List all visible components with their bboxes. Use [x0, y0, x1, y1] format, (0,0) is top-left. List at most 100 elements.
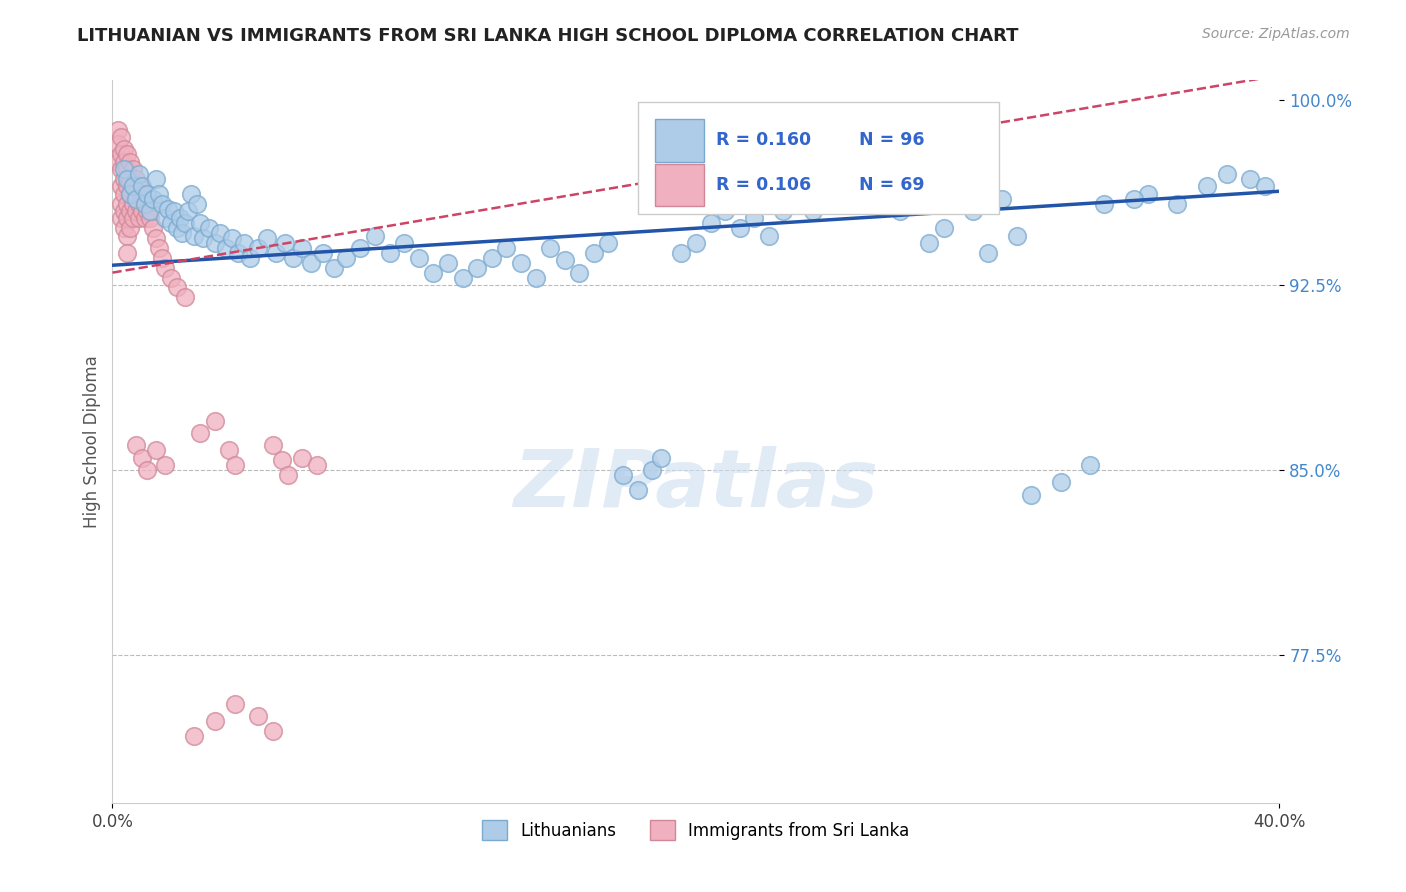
- Point: [110, 147, 132, 161]
- Point: [118, 221, 141, 235]
- Point: [110, 196, 132, 211]
- Point: [226, 246, 249, 260]
- Point: [204, 414, 226, 428]
- Point: [256, 231, 278, 245]
- Point: [524, 270, 547, 285]
- Point: [112, 204, 135, 219]
- Point: [150, 251, 173, 265]
- Point: [115, 179, 138, 194]
- Point: [150, 196, 173, 211]
- Point: [224, 458, 246, 472]
- Point: [264, 246, 287, 260]
- Point: [845, 192, 868, 206]
- Point: [509, 256, 531, 270]
- Point: [115, 228, 138, 243]
- Point: [299, 256, 322, 270]
- Point: [465, 260, 488, 275]
- Point: [136, 463, 159, 477]
- Point: [115, 196, 138, 211]
- Point: [118, 186, 141, 201]
- Point: [183, 729, 205, 743]
- Point: [224, 697, 246, 711]
- Point: [270, 453, 292, 467]
- Point: [128, 196, 150, 211]
- Point: [148, 241, 170, 255]
- Point: [742, 211, 765, 226]
- Point: [612, 467, 634, 482]
- Point: [107, 137, 129, 152]
- Point: [976, 246, 998, 260]
- Point: [394, 235, 416, 250]
- Point: [131, 450, 153, 465]
- Point: [118, 186, 141, 201]
- Y-axis label: High School Diploma: High School Diploma: [83, 355, 101, 528]
- Point: [650, 450, 672, 465]
- Point: [122, 162, 145, 177]
- Point: [918, 235, 941, 250]
- Point: [699, 216, 721, 230]
- Text: N = 69: N = 69: [859, 176, 925, 194]
- Point: [125, 438, 148, 452]
- Point: [163, 204, 186, 219]
- Point: [772, 204, 794, 219]
- Point: [153, 260, 176, 275]
- Point: [153, 211, 176, 226]
- Point: [889, 204, 911, 219]
- Point: [115, 162, 138, 177]
- Point: [495, 241, 517, 255]
- Point: [408, 251, 430, 265]
- Text: N = 96: N = 96: [859, 131, 925, 149]
- Point: [125, 204, 148, 219]
- Point: [145, 172, 167, 186]
- Point: [685, 235, 707, 250]
- Point: [335, 251, 357, 265]
- Point: [1254, 179, 1277, 194]
- Point: [598, 235, 620, 250]
- Point: [323, 260, 346, 275]
- Point: [156, 202, 179, 216]
- Point: [291, 450, 314, 465]
- Point: [218, 443, 240, 458]
- Point: [641, 463, 664, 477]
- Point: [172, 226, 194, 240]
- Point: [204, 235, 226, 250]
- Point: [860, 196, 883, 211]
- Point: [378, 246, 401, 260]
- Point: [115, 211, 138, 226]
- Point: [311, 246, 333, 260]
- Point: [273, 235, 295, 250]
- Point: [305, 458, 328, 472]
- Point: [110, 130, 132, 145]
- Point: [180, 186, 202, 201]
- Point: [1239, 172, 1261, 186]
- Point: [142, 221, 165, 235]
- Point: [122, 196, 145, 211]
- Point: [128, 179, 150, 194]
- Point: [112, 162, 135, 177]
- Point: [177, 204, 200, 219]
- Point: [262, 724, 284, 739]
- Point: [962, 204, 984, 219]
- Text: R = 0.160: R = 0.160: [716, 131, 811, 149]
- Point: [115, 172, 138, 186]
- Point: [538, 241, 561, 255]
- Point: [118, 172, 141, 186]
- Point: [160, 270, 183, 285]
- Point: [160, 216, 183, 230]
- Point: [188, 216, 211, 230]
- Point: [239, 251, 262, 265]
- Point: [174, 216, 197, 230]
- Legend: Lithuanians, Immigrants from Sri Lanka: Lithuanians, Immigrants from Sri Lanka: [474, 812, 918, 848]
- Point: [627, 483, 650, 497]
- Point: [125, 192, 148, 206]
- Point: [136, 186, 159, 201]
- Point: [758, 228, 780, 243]
- Text: R = 0.106: R = 0.106: [716, 176, 811, 194]
- Point: [422, 266, 444, 280]
- Point: [215, 241, 238, 255]
- Point: [451, 270, 474, 285]
- Point: [1049, 475, 1071, 490]
- Point: [554, 253, 576, 268]
- Point: [110, 211, 132, 226]
- Point: [183, 228, 205, 243]
